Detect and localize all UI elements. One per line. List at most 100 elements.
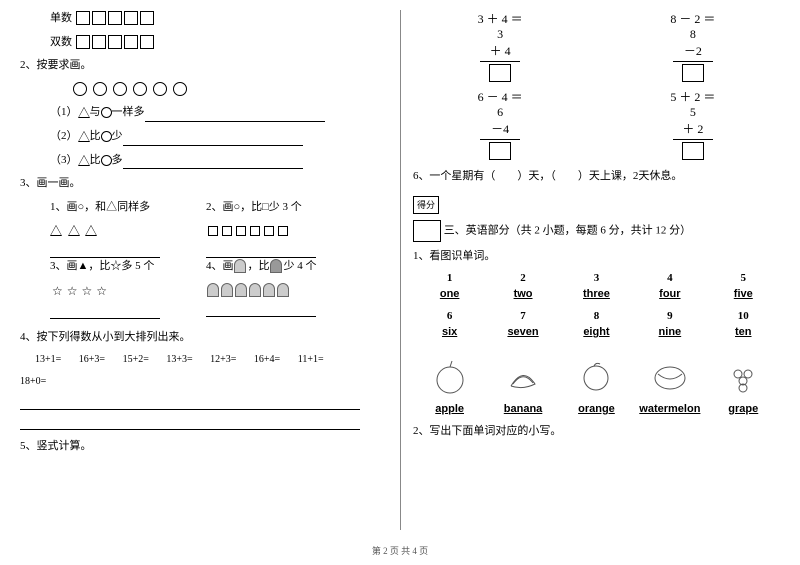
- answer-box[interactable]: [489, 64, 511, 82]
- blank-line[interactable]: [50, 307, 160, 319]
- answer-box[interactable]: [92, 11, 106, 25]
- answer-box[interactable]: [124, 11, 138, 25]
- vertical-math-row2: 6 － 4 ＝ 6 －4 5 ＋ 2 ＝ 5 ＋ 2: [413, 88, 780, 160]
- math-problem-1: 3 ＋ 4 ＝ 3 ＋ 4: [435, 10, 565, 82]
- answer-box[interactable]: [108, 11, 122, 25]
- answer-box[interactable]: [140, 35, 154, 49]
- bell-icon: [221, 283, 233, 297]
- circle-shape: [173, 82, 187, 96]
- math-line: [673, 61, 713, 62]
- triangle-icon: [50, 225, 62, 236]
- section3-title: 三、英语部分（共 2 小题，每题 6 分，共计 12 分）: [444, 225, 692, 237]
- circle-icon: [101, 131, 112, 142]
- q3-2: 2、画○，比□少 3 个: [206, 199, 392, 217]
- bell-icon: [234, 259, 246, 273]
- math-line: [480, 139, 520, 140]
- odd-number-row: 单数: [20, 10, 392, 28]
- answer-box[interactable]: [124, 35, 138, 49]
- answer-box[interactable]: [76, 11, 90, 25]
- triangle-icon: [78, 131, 90, 142]
- vertical-math-row1: 3 ＋ 4 ＝ 3 ＋ 4 8 － 2 ＝ 8 －2: [413, 10, 780, 82]
- equation-8: 18+0=: [20, 374, 392, 390]
- answer-box[interactable]: [489, 142, 511, 160]
- triangle-icon: [78, 107, 90, 118]
- q3-3: 3、画▲，比☆多 5 个: [50, 258, 206, 276]
- blank-line[interactable]: [20, 418, 360, 430]
- even-label: 双数: [50, 36, 72, 48]
- score-label: 得分: [417, 200, 435, 210]
- bell-icon: [207, 283, 219, 297]
- math-a: 8: [628, 27, 758, 42]
- equation: 12+3=: [210, 354, 236, 365]
- math-b: ＋ 2: [628, 120, 758, 137]
- answer-box[interactable]: [682, 142, 704, 160]
- blank-line[interactable]: [20, 398, 360, 410]
- math-a: 5: [628, 105, 758, 120]
- blank-line[interactable]: [123, 157, 303, 169]
- q2-1: （1）与一样多: [20, 104, 392, 122]
- text: （3）: [50, 154, 78, 166]
- circles-row: [20, 81, 392, 99]
- triangles-row: [50, 222, 206, 240]
- text: 与: [90, 106, 101, 118]
- left-column: 单数 双数 2、按要求画。 （1）与一样多 （2）比少 （3）比多 3、画一画。…: [20, 10, 400, 530]
- circle-shape: [133, 82, 147, 96]
- word-cell: three: [563, 288, 629, 300]
- q3-grid: 1、画○，和△同样多 2、画○，比□少 3 个: [20, 199, 392, 258]
- math-line: [673, 139, 713, 140]
- math-top: 3 ＋ 4 ＝: [435, 10, 565, 27]
- text: 4、画: [206, 260, 234, 272]
- score-label-box: 得分: [413, 196, 439, 214]
- text: 比: [90, 130, 101, 142]
- score-box[interactable]: [413, 220, 441, 242]
- circle-icon: [101, 155, 112, 166]
- math-b: －4: [435, 120, 565, 137]
- blank-line[interactable]: [50, 246, 160, 258]
- answer-box[interactable]: [92, 35, 106, 49]
- page-footer: 第 2 页 共 4 页: [20, 544, 780, 557]
- equation: 15+2=: [123, 354, 149, 365]
- star-icon: ☆: [82, 282, 93, 301]
- apple-icon: [430, 356, 470, 396]
- word-cell: nine: [637, 326, 703, 338]
- num-cell: 1: [417, 272, 483, 284]
- text: （1）: [50, 106, 78, 118]
- right-column: 3 ＋ 4 ＝ 3 ＋ 4 8 － 2 ＝ 8 －2 6 － 4 ＝ 6 －4: [400, 10, 780, 530]
- blank-line[interactable]: [206, 246, 316, 258]
- answer-box[interactable]: [108, 35, 122, 49]
- math-problem-4: 5 ＋ 2 ＝ 5 ＋ 2: [628, 88, 758, 160]
- square-icon: [208, 226, 218, 236]
- english-numbers-table: 1 2 3 4 5 one two three four five 6 7 8 …: [413, 272, 780, 415]
- word-cell: five: [710, 288, 776, 300]
- squares-row: [206, 222, 392, 240]
- bell-icon: [249, 283, 261, 297]
- table-row: 1 2 3 4 5: [413, 272, 780, 284]
- text: 比: [90, 154, 101, 166]
- blank-line[interactable]: [206, 305, 316, 317]
- score-row: 得分: [413, 196, 780, 215]
- answer-box[interactable]: [76, 35, 90, 49]
- num-cell: 4: [637, 272, 703, 284]
- circle-shape: [93, 82, 107, 96]
- triangle-icon: [85, 225, 97, 236]
- text: 少 4 个: [283, 260, 316, 272]
- fruit-word: apple: [417, 403, 483, 415]
- fruit-word: grape: [710, 403, 776, 415]
- equations-row: 13+1= 16+3= 15+2= 13+3= 12+3= 16+4= 11+1…: [20, 352, 392, 368]
- q3-label: 3、画一画。: [20, 175, 392, 193]
- section3-row: 三、英语部分（共 2 小题，每题 6 分，共计 12 分）: [413, 220, 780, 242]
- num-cell: 6: [417, 310, 483, 322]
- q3-grid2: 3、画▲，比☆多 5 个 ☆☆☆☆ 4、画，比少 4 个: [20, 258, 392, 319]
- math-b: ＋ 4: [435, 42, 565, 59]
- square-icon: [222, 226, 232, 236]
- fruit-image-row: [413, 356, 780, 399]
- answer-box[interactable]: [140, 11, 154, 25]
- answer-box[interactable]: [682, 64, 704, 82]
- blank-line[interactable]: [123, 134, 303, 146]
- circle-shape: [113, 82, 127, 96]
- word-cell: seven: [490, 326, 556, 338]
- math-top: 5 ＋ 2 ＝: [628, 88, 758, 105]
- bells-row: [206, 282, 392, 300]
- blank-line[interactable]: [145, 110, 325, 122]
- math-problem-2: 8 － 2 ＝ 8 －2: [628, 10, 758, 82]
